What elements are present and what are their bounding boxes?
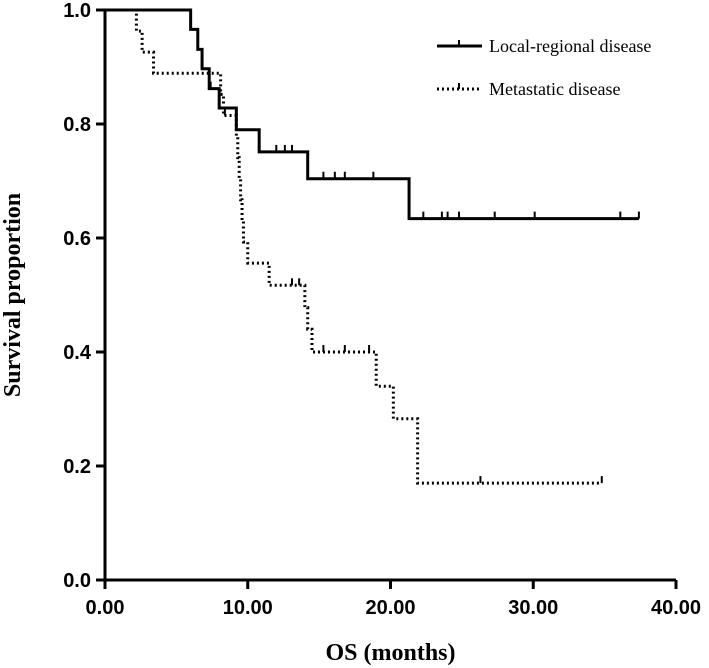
y-tick-label: 0.0	[63, 570, 91, 592]
x-tick-label: 10.00	[223, 597, 273, 619]
legend-label-local-regional: Local-regional disease	[489, 36, 651, 56]
y-axis-title: Survival proportion	[0, 193, 26, 397]
y-tick-label: 0.6	[63, 228, 91, 250]
y-tick-label: 0.2	[63, 456, 91, 478]
series-metastatic	[105, 8, 603, 485]
legend-item-metastatic: Metastatic disease	[437, 79, 620, 99]
legend-item-local-regional: Local-regional disease	[437, 36, 651, 56]
x-tick-label: 30.00	[508, 597, 558, 619]
x-tick-label: 20.00	[365, 597, 415, 619]
x-tick-label: 40.00	[651, 597, 701, 619]
y-axis-ticks: 0.0 0.2 0.4 0.6 0.8 1.0	[63, 0, 105, 592]
series-local-regional	[105, 8, 640, 221]
y-tick-label: 0.8	[63, 114, 91, 136]
x-tick-label: 0.00	[86, 597, 125, 619]
x-axis-ticks: 0.00 10.00 20.00 30.00 40.00	[86, 580, 701, 619]
legend-label-metastatic: Metastatic disease	[489, 79, 620, 99]
series-layer	[105, 8, 640, 485]
y-tick-label: 0.4	[63, 342, 92, 364]
survival-curve	[105, 8, 639, 221]
legend: Local-regional disease Metastatic diseas…	[437, 36, 651, 99]
x-axis-title: OS (months)	[325, 640, 455, 666]
y-tick-label: 1.0	[63, 0, 91, 22]
